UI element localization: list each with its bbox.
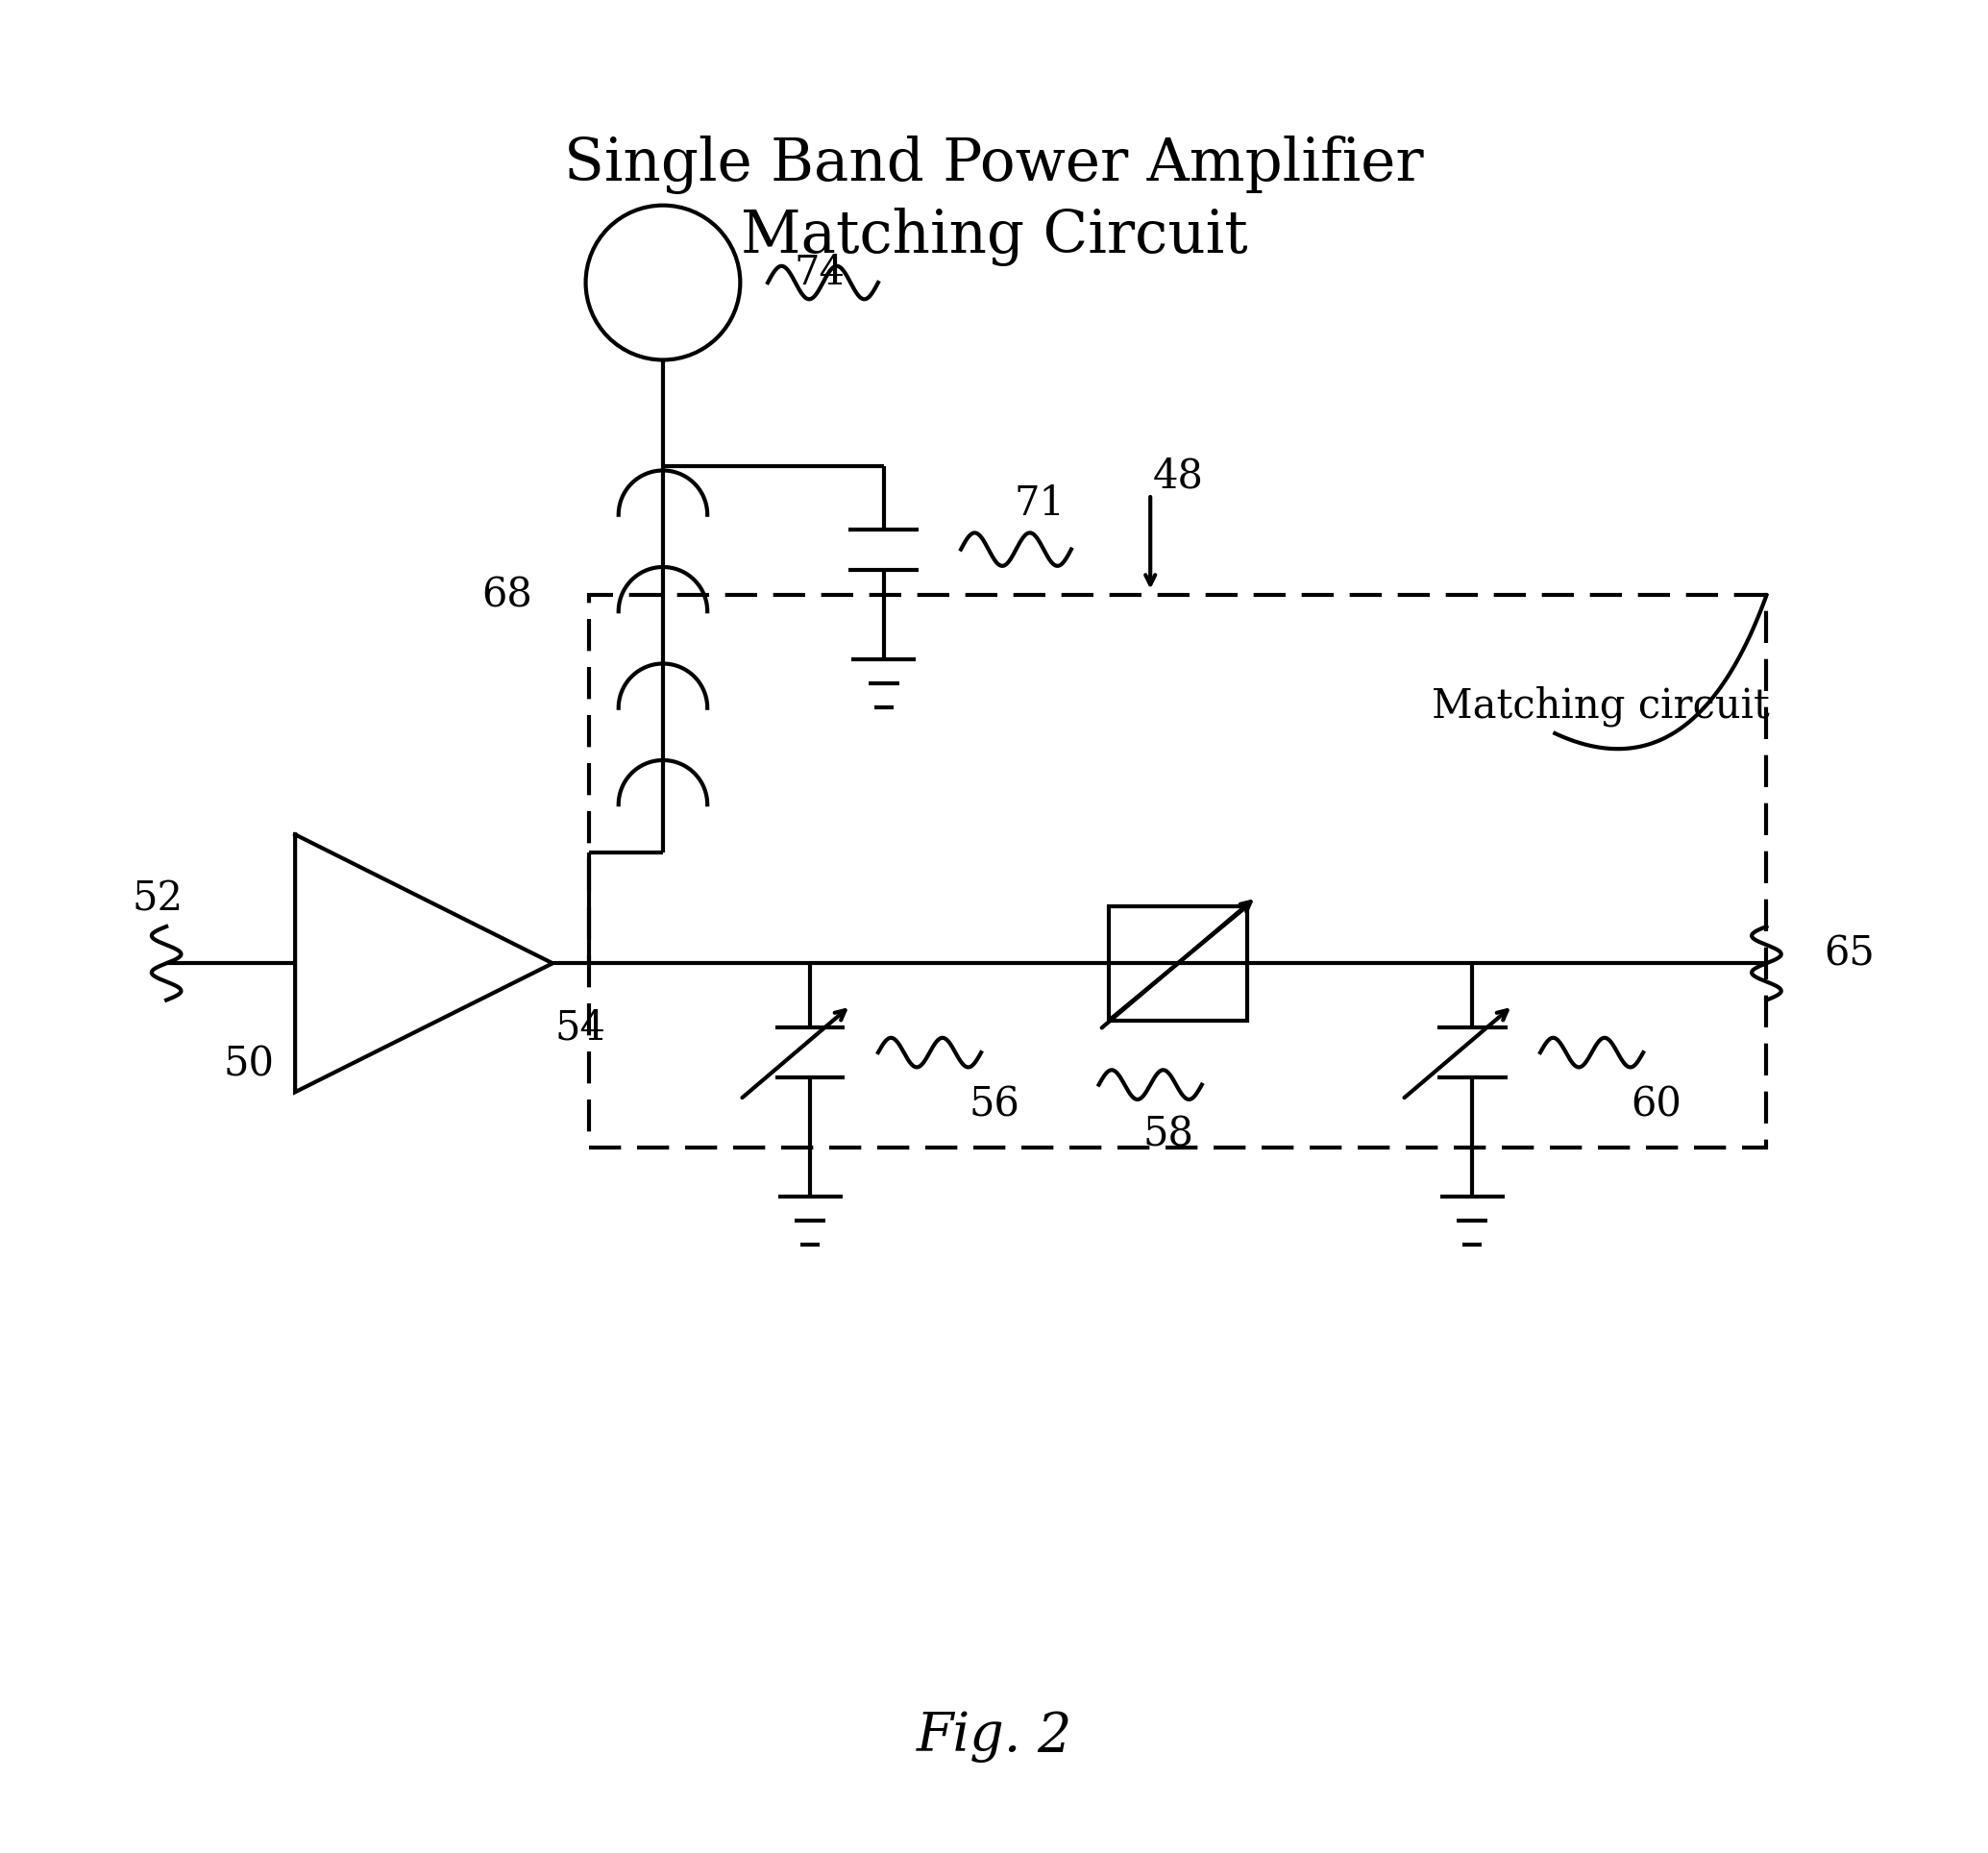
Text: Single Band Power Amplifier
Matching Circuit: Single Band Power Amplifier Matching Cir…	[565, 135, 1423, 267]
Text: 60: 60	[1630, 1084, 1682, 1125]
Text: Matching circuit: Matching circuit	[1431, 686, 1769, 726]
Text: 71: 71	[1014, 484, 1066, 524]
Text: 54: 54	[555, 1008, 606, 1047]
Bar	[1109, 906, 1246, 1021]
Text: 74: 74	[793, 254, 845, 293]
Text: 50: 50	[225, 1045, 274, 1084]
Text: 48: 48	[1153, 456, 1203, 497]
Text: 58: 58	[1143, 1114, 1195, 1154]
Text: 68: 68	[481, 574, 533, 615]
Text: 65: 65	[1823, 934, 1875, 975]
Text: 52: 52	[131, 878, 183, 919]
Text: Fig. 2: Fig. 2	[916, 1710, 1072, 1762]
Text: 56: 56	[968, 1084, 1020, 1125]
Bar	[588, 595, 1767, 1147]
